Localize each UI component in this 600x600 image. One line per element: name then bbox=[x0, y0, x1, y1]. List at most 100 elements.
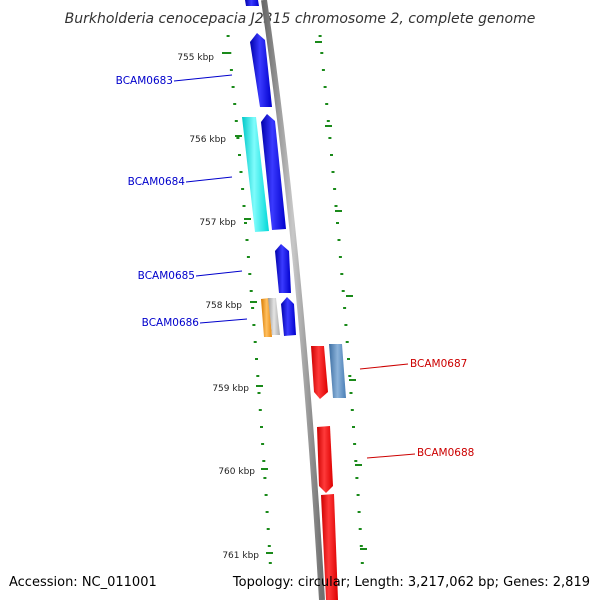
inner-arc-dot bbox=[229, 69, 233, 71]
forward-genes bbox=[242, 0, 296, 337]
tick-mark bbox=[235, 135, 242, 137]
outer-arc-dot bbox=[341, 290, 345, 292]
genome-stats-text: Topology: circular; Length: 3,217,062 bp… bbox=[232, 575, 590, 590]
gene-label-text: BCAM0684 bbox=[128, 176, 186, 188]
inner-arc-dot bbox=[231, 86, 235, 88]
inner-arc-dot bbox=[267, 545, 271, 547]
inner-arc-dot bbox=[246, 256, 250, 258]
inner-arc-dot bbox=[256, 375, 260, 377]
leader-line bbox=[185, 176, 233, 183]
tick-mark bbox=[250, 301, 257, 303]
inner-arc-dot bbox=[239, 171, 243, 173]
gene-bcam0686-gray-feature[interactable] bbox=[268, 298, 280, 335]
gene-label-bcam0688[interactable]: BCAM0688 bbox=[366, 447, 474, 459]
inner-arc-dot bbox=[253, 341, 257, 343]
tick-label: 756 kbp bbox=[189, 135, 226, 145]
inner-arc-dot bbox=[252, 324, 256, 326]
outer-arc-dot bbox=[337, 239, 341, 241]
gene-bcam0688-arrow[interactable] bbox=[317, 426, 333, 493]
inner-arc-dot bbox=[263, 477, 267, 479]
outer-arc-dot bbox=[360, 562, 364, 564]
outer-arc-dot bbox=[326, 120, 330, 122]
tick-757: 757 kbp bbox=[199, 210, 342, 228]
tick-761: 761 kbp bbox=[222, 548, 367, 561]
inner-arc-dot bbox=[234, 120, 238, 122]
tick-758: 758 kbp bbox=[205, 295, 353, 311]
outer-arc-dot bbox=[356, 494, 360, 496]
inner-arc-dot bbox=[245, 239, 249, 241]
tick-mark bbox=[256, 385, 263, 387]
gene-bcam0685-arrow[interactable] bbox=[275, 244, 291, 293]
inner-arc-dot bbox=[242, 205, 246, 207]
gene-label-text: BCAM0686 bbox=[142, 317, 200, 329]
gene-bcam0682-arrow[interactable] bbox=[245, 0, 259, 6]
tick-mark-outer bbox=[315, 41, 322, 43]
inner-arc-dot bbox=[265, 511, 269, 513]
gene-bcam0684-cyan-feature[interactable] bbox=[242, 117, 269, 232]
gene-label-bcam0686[interactable]: BCAM0686 bbox=[142, 317, 248, 329]
tick-756: 756 kbp bbox=[189, 125, 332, 145]
inner-arc-dot bbox=[268, 562, 272, 564]
inner-arc-dot bbox=[241, 188, 245, 190]
tick-label: 760 kbp bbox=[218, 467, 255, 477]
gene-bcam0687-arrow[interactable] bbox=[311, 346, 328, 399]
tick-label: 759 kbp bbox=[212, 384, 249, 394]
tick-755: 755 kbp bbox=[177, 41, 322, 63]
position-dots bbox=[226, 35, 364, 564]
leader-line bbox=[199, 318, 248, 324]
gene-label-text: BCAM0685 bbox=[138, 270, 195, 282]
inner-arc-dot bbox=[262, 460, 266, 462]
inner-arc-dot bbox=[249, 290, 253, 292]
outer-arc-dot bbox=[325, 103, 329, 105]
outer-arc-dot bbox=[340, 273, 344, 275]
inner-arc-dot bbox=[266, 528, 270, 530]
tick-mark-outer bbox=[346, 295, 353, 297]
inner-arc-dot bbox=[236, 137, 240, 139]
outer-arc-dot bbox=[328, 137, 332, 139]
gene-bcam0686-arrow[interactable] bbox=[281, 297, 296, 336]
outer-arc-dot bbox=[330, 154, 333, 156]
inner-arc-dot bbox=[257, 392, 261, 394]
gene-bcam0683-arrow[interactable] bbox=[250, 33, 272, 107]
inner-arc-dot bbox=[238, 154, 241, 156]
outer-arc-dot bbox=[338, 256, 342, 258]
accession-text: Accession: NC_011001 bbox=[9, 575, 157, 590]
gene-label-bcam0687[interactable]: BCAM0687 bbox=[359, 358, 467, 370]
outer-arc-dot bbox=[348, 375, 352, 377]
outer-arc-dot bbox=[323, 86, 327, 88]
tick-mark-outer bbox=[360, 548, 367, 550]
tick-label: 758 kbp bbox=[205, 301, 242, 311]
outer-arc-dot bbox=[358, 528, 362, 530]
gene-label-bcam0684[interactable]: BCAM0684 bbox=[128, 176, 233, 188]
leader-line bbox=[366, 453, 416, 459]
gene-label-bcam0683[interactable]: BCAM0683 bbox=[116, 74, 233, 87]
outer-arc-dot bbox=[333, 188, 337, 190]
gene-bcam0689-arrow[interactable] bbox=[321, 494, 338, 600]
outer-arc-dot bbox=[349, 392, 353, 394]
gene-label-bcam0685[interactable]: BCAM0685 bbox=[138, 270, 243, 282]
inner-arc-dot bbox=[260, 426, 263, 428]
outer-arc-dot bbox=[359, 545, 363, 547]
tick-mark bbox=[222, 52, 229, 54]
leader-line bbox=[173, 74, 233, 82]
gene-label-text: BCAM0683 bbox=[116, 75, 173, 87]
tick-mark bbox=[244, 218, 251, 220]
inner-arc-dot bbox=[264, 494, 268, 496]
inner-arc-dot bbox=[233, 103, 237, 105]
outer-arc-dot bbox=[357, 511, 361, 513]
leader-line bbox=[195, 270, 243, 277]
outer-arc-dot bbox=[350, 409, 354, 411]
map-title: Burkholderia cenocepacia J2315 chromosom… bbox=[65, 11, 536, 27]
outer-arc-dot bbox=[353, 443, 357, 445]
gene-bcam0687-steel-feature[interactable] bbox=[329, 344, 346, 398]
tick-mark-outer bbox=[325, 125, 332, 127]
outer-arc-dot bbox=[345, 341, 349, 343]
gene-bcam0684-arrow[interactable] bbox=[261, 114, 286, 230]
tick-mark-outer bbox=[335, 210, 342, 212]
outer-arc-dot bbox=[354, 460, 358, 462]
outer-arc-dot bbox=[331, 171, 335, 173]
tick-760: 760 kbp bbox=[218, 464, 362, 477]
outer-arc-dot bbox=[334, 205, 338, 207]
outer-arc-dot bbox=[355, 477, 359, 479]
